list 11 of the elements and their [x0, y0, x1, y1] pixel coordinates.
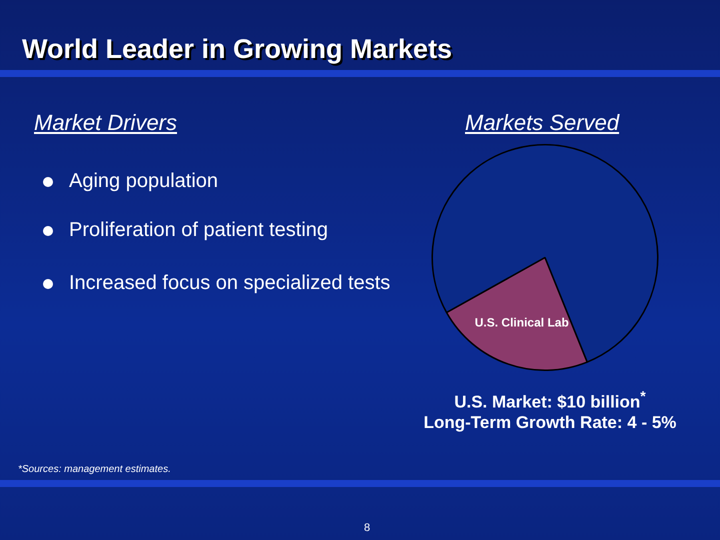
text: Aging population: [40, 170, 409, 193]
slice-label: U.S. Clinical Lab: [474, 316, 569, 330]
text: 8: [364, 522, 370, 534]
text: Increased focus on specialized tests: [40, 272, 409, 295]
chart-subtitle: Markets Served: [465, 110, 620, 136]
text: Long-Term Growth Rate: 4 - 5%: [422, 413, 678, 433]
text: *Sources: management estimates.: [18, 464, 171, 475]
text: U.S. Market: $10 billion$^{*}$: [453, 389, 647, 413]
text: Proliferation of patient testing: [40, 219, 409, 242]
text: Market Drivers: [34, 110, 178, 136]
chart-title: World Leader in Growing Markets: [22, 34, 452, 65]
